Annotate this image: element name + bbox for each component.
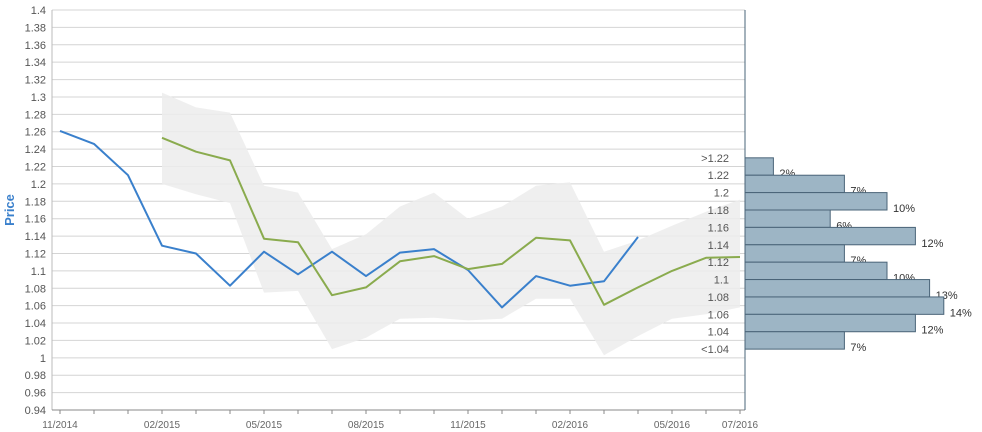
- y-tick-label: 1.02: [25, 335, 46, 347]
- histogram-bar: [744, 157, 774, 176]
- y-tick-label: 1.24: [25, 144, 46, 156]
- x-tick-label: 08/2015: [348, 420, 385, 431]
- y-tick-label: 0.98: [25, 370, 46, 382]
- histogram-bin-label: >1.22: [701, 153, 729, 165]
- y-tick-label: 1.34: [25, 57, 46, 69]
- axes: 1.4 1.38 1.36 1.34 1.32 1.3 1.28 1.26 1.24 1.22 1.…: [25, 5, 759, 431]
- histogram-bin-label: 1.14: [708, 240, 729, 252]
- y-tick-label: 1.12: [25, 248, 46, 260]
- y-tick-label: 1.3: [31, 92, 46, 104]
- histogram-percent-label: 10%: [893, 203, 915, 215]
- y-tick-label: 1.38: [25, 22, 46, 34]
- histogram-percent-label: 12%: [921, 238, 943, 250]
- y-tick-label: 1.04: [25, 318, 46, 330]
- x-tick-label: 11/2015: [450, 420, 486, 431]
- histogram-bin-label: 1.1: [714, 275, 729, 287]
- x-tick-label: 07/2016: [722, 420, 759, 431]
- y-tick-label: 1.18: [25, 196, 46, 208]
- forecast-line: [161, 136, 741, 306]
- y-tick-label: 1.08: [25, 283, 46, 295]
- y-tick-label: 1: [40, 353, 46, 365]
- histogram-bin-label: 1.18: [708, 205, 729, 217]
- histogram-bin-label: <1.04: [701, 344, 729, 356]
- histogram: 2%7%10%6%12%7%10%13%14%12%7%>1.221.221.2…: [701, 153, 972, 356]
- histogram-bar: [744, 331, 845, 350]
- series-lines: [59, 129, 741, 309]
- x-tick-label: 11/2014: [42, 420, 78, 431]
- y-tick-label: 1.2: [31, 179, 46, 191]
- y-tick-label: 0.94: [25, 405, 46, 417]
- histogram-bin-label: 1.08: [708, 292, 729, 304]
- x-tick-label: 02/2015: [144, 420, 181, 431]
- y-tick-label: 1.4: [31, 5, 46, 17]
- histogram-bar: [744, 192, 888, 211]
- y-tick-label: 0.96: [25, 388, 46, 400]
- histogram-percent-label: 12%: [921, 325, 943, 337]
- histogram-bar: [744, 296, 945, 315]
- histogram-bar: [744, 261, 888, 281]
- y-tick-label: 1.32: [25, 75, 46, 87]
- y-tick-label: 1.16: [25, 214, 46, 226]
- y-tick-label: 1.26: [25, 127, 46, 139]
- actual-price-line: [59, 129, 639, 309]
- histogram-bar: [744, 313, 916, 333]
- histogram-bin-label: 1.16: [708, 222, 729, 234]
- x-tick-label: 02/2016: [552, 420, 589, 431]
- histogram-percent-label: 7%: [850, 342, 866, 354]
- y-tick-label: 1.06: [25, 301, 46, 313]
- x-tick-label: 05/2015: [246, 420, 283, 431]
- histogram-bin-label: 1.2: [714, 188, 729, 200]
- histogram-bar: [744, 209, 831, 228]
- histogram-bar: [744, 279, 931, 298]
- y-tick-label: 1.28: [25, 109, 46, 121]
- histogram-bin-label: 1.06: [708, 309, 729, 321]
- histogram-bar: [744, 226, 916, 246]
- y-tick-label: 1.1: [31, 266, 46, 278]
- histogram-bin-label: 1.22: [708, 170, 729, 182]
- histogram-bin-label: 1.04: [708, 327, 729, 339]
- histogram-bin-label: 1.12: [708, 257, 729, 269]
- y-axis-title: Price: [2, 194, 17, 226]
- x-tick-label: 05/2016: [654, 420, 691, 431]
- histogram-percent-label: 14%: [950, 307, 972, 319]
- histogram-bar: [744, 174, 845, 194]
- histogram-bar: [744, 244, 845, 263]
- y-tick-label: 1.14: [25, 231, 46, 243]
- y-tick-label: 1.36: [25, 40, 46, 52]
- y-tick-label: 1.22: [25, 162, 46, 174]
